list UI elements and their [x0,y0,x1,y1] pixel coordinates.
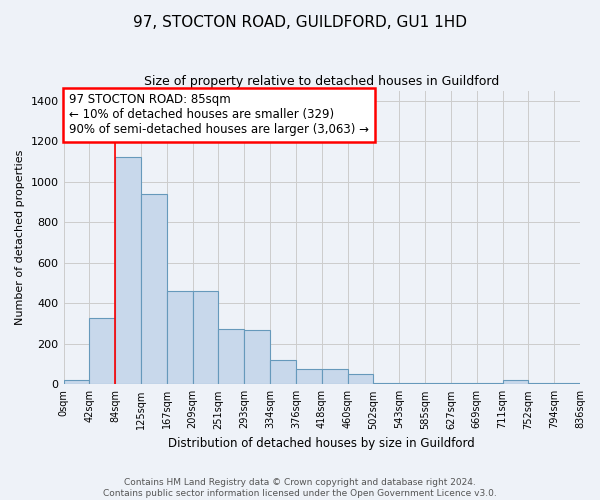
Bar [322,369,347,384]
Bar [89,318,115,384]
Bar [270,360,296,384]
Text: 97 STOCTON ROAD: 85sqm
← 10% of detached houses are smaller (329)
90% of semi-de: 97 STOCTON ROAD: 85sqm ← 10% of detached… [69,94,369,136]
X-axis label: Distribution of detached houses by size in Guildford: Distribution of detached houses by size … [169,437,475,450]
Bar [296,369,322,384]
Text: Contains HM Land Registry data © Crown copyright and database right 2024.
Contai: Contains HM Land Registry data © Crown c… [103,478,497,498]
Bar [167,291,193,384]
Bar [218,328,244,384]
Y-axis label: Number of detached properties: Number of detached properties [15,150,25,325]
Bar [244,330,270,384]
Bar [503,380,529,384]
Bar [64,380,89,384]
Bar [115,158,141,384]
Text: 97, STOCTON ROAD, GUILDFORD, GU1 1HD: 97, STOCTON ROAD, GUILDFORD, GU1 1HD [133,15,467,30]
Bar [193,291,218,384]
Bar [347,374,373,384]
Title: Size of property relative to detached houses in Guildford: Size of property relative to detached ho… [144,75,499,88]
Bar [141,194,167,384]
